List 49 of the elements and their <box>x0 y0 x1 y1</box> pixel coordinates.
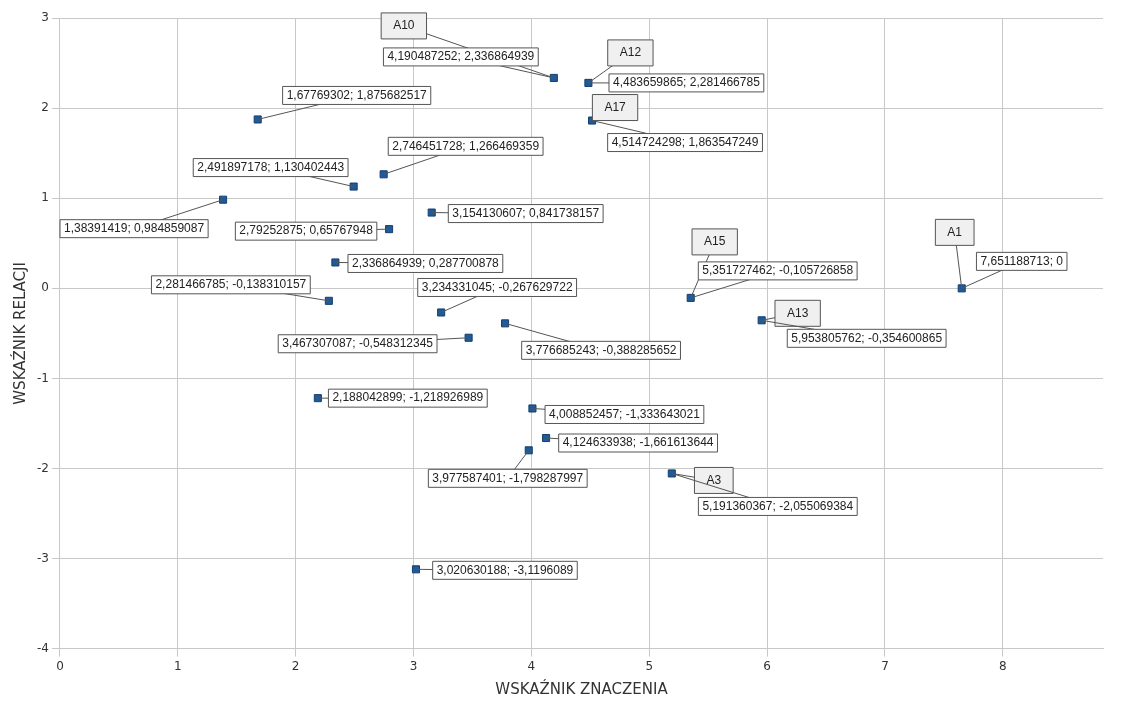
y-tick-label: 1 <box>41 190 49 205</box>
data-label: 3,977587401; -1,798287997 <box>432 470 584 485</box>
y-tick-label: -2 <box>37 460 49 475</box>
x-tick-label: 6 <box>763 658 771 673</box>
x-tick-label: 5 <box>645 658 654 673</box>
data-label: 5,953805762; -0,354600865 <box>791 330 943 345</box>
x-tick-label: 2 <box>291 658 300 673</box>
data-label: 7,651188713; 0 <box>980 253 1064 268</box>
data-label: 3,154130607; 0,841738157 <box>452 205 600 220</box>
annotation: A12 <box>619 45 642 60</box>
data-label: 2,491897178; 1,130402443 <box>197 159 345 174</box>
data-label: 4,483659865; 2,281466785 <box>612 75 761 90</box>
y-tick-label: 2 <box>41 100 49 115</box>
data-label: 2,188042899; -1,218926989 <box>332 390 484 405</box>
data-label: 5,351727462; -0,105726858 <box>702 263 854 278</box>
y-axis-title: WSKAŹNIK RELACJI <box>9 262 29 405</box>
data-label: 3,776685243; -0,388285652 <box>525 342 677 357</box>
y-tick-label: 3 <box>41 10 49 25</box>
annotation: A13 <box>786 305 809 320</box>
annotation: A10 <box>393 18 415 33</box>
data-label: 2,336864939; 0,287700878 <box>351 255 500 270</box>
y-tick-label: 0 <box>41 280 49 295</box>
data-label: 3,467307087; -0,548312345 <box>282 336 434 351</box>
data-label: 3,234331045; -0,267629722 <box>421 279 573 294</box>
y-tick-label: -4 <box>37 640 49 655</box>
data-label: 1,67769302; 1,875682517 <box>286 87 428 102</box>
data-label: 4,514724298; 1,863547249 <box>611 134 759 149</box>
data-label: 2,281466785; -0,138310157 <box>155 277 307 292</box>
data-label: 5,191360367; -2,055069384 <box>702 498 854 513</box>
annotation: A1 <box>947 224 963 239</box>
x-tick-label: 8 <box>999 658 1007 673</box>
y-tick-label: -3 <box>37 550 49 565</box>
data-label: 4,008852457; -1,333643021 <box>549 406 701 421</box>
data-label: 1,38391419; 0,984859087 <box>64 220 205 235</box>
x-tick-label: 0 <box>56 658 64 673</box>
data-label: 2,79252875; 0,65767948 <box>239 223 374 238</box>
x-axis-title: WSKAŹNIK ZNACZENIA <box>495 678 669 698</box>
x-tick-label: 3 <box>409 658 418 673</box>
data-label: 3,020630188; -3,1196089 <box>436 562 574 577</box>
y-tick-label: -1 <box>37 370 49 385</box>
data-label: 4,190487252; 2,336864939 <box>387 49 535 64</box>
annotation: A15 <box>704 234 726 249</box>
data-label: 2,746451728; 1,266469359 <box>392 138 540 153</box>
annotation: A17 <box>604 99 627 114</box>
data-label: 4,124633938; -1,661613644 <box>562 435 714 450</box>
x-tick-label: 7 <box>881 658 889 673</box>
x-tick-label: 4 <box>527 658 536 673</box>
annotation: A3 <box>706 472 722 487</box>
x-tick-label: 1 <box>174 658 182 673</box>
